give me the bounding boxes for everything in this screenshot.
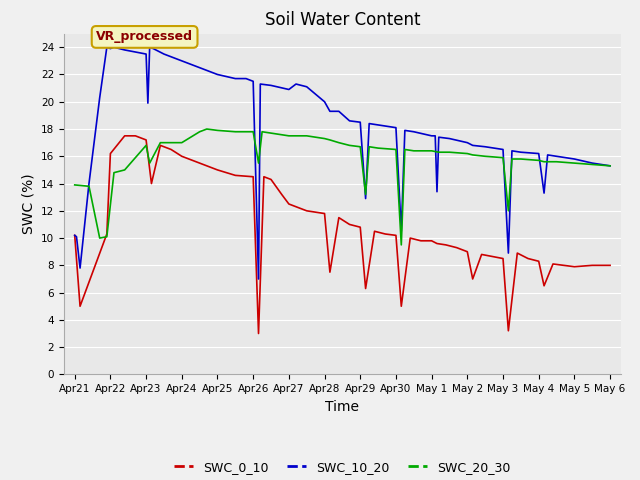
SWC_20_30 xyxy=(326,137,333,143)
SWC_20_30 xyxy=(463,151,471,156)
SWC_20_30 xyxy=(499,155,507,160)
X-axis label: Time: Time xyxy=(325,400,360,414)
SWC_20_30 xyxy=(374,145,382,151)
SWC_10_20 xyxy=(433,189,441,194)
SWC_10_20 xyxy=(435,134,443,140)
SWC_10_20 xyxy=(103,44,111,50)
SWC_20_30 xyxy=(508,156,516,162)
SWC_20_30 xyxy=(203,126,211,132)
SWC_0_10 xyxy=(255,331,262,336)
SWC_20_30 xyxy=(335,140,342,145)
SWC_10_20 xyxy=(255,276,262,282)
SWC_20_30 xyxy=(96,235,104,241)
SWC_20_30 xyxy=(570,160,578,166)
SWC_20_30 xyxy=(303,133,310,139)
SWC_10_20 xyxy=(71,232,79,238)
SWC_20_30 xyxy=(540,159,548,165)
SWC_20_30 xyxy=(167,140,175,145)
Legend: SWC_0_10, SWC_10_20, SWC_20_30: SWC_0_10, SWC_10_20, SWC_20_30 xyxy=(170,456,515,479)
SWC_20_30 xyxy=(428,148,435,154)
SWC_10_20 xyxy=(76,265,84,271)
SWC_20_30 xyxy=(71,182,79,188)
SWC_20_30 xyxy=(435,149,443,155)
SWC_20_30 xyxy=(481,154,489,159)
SWC_20_30 xyxy=(85,183,93,189)
SWC_20_30 xyxy=(445,149,453,155)
SWC_20_30 xyxy=(535,157,543,163)
SWC_20_30 xyxy=(321,136,328,142)
SWC_20_30 xyxy=(157,140,164,145)
SWC_0_10 xyxy=(267,177,275,182)
SWC_20_30 xyxy=(392,146,400,152)
SWC_10_20 xyxy=(85,180,93,186)
SWC_20_30 xyxy=(504,208,512,214)
SWC_20_30 xyxy=(588,162,596,168)
SWC_0_10 xyxy=(469,276,477,282)
SWC_20_30 xyxy=(410,148,418,154)
SWC_20_30 xyxy=(346,143,353,148)
SWC_20_30 xyxy=(365,144,373,150)
SWC_10_20 xyxy=(214,72,221,77)
Line: SWC_20_30: SWC_20_30 xyxy=(75,129,610,245)
SWC_20_30 xyxy=(267,130,275,136)
SWC_0_10 xyxy=(588,263,596,268)
SWC_20_30 xyxy=(250,129,257,134)
SWC_0_10 xyxy=(214,167,221,173)
SWC_10_20 xyxy=(321,99,328,105)
SWC_20_30 xyxy=(356,144,364,150)
SWC_20_30 xyxy=(178,140,186,145)
SWC_20_30 xyxy=(214,128,221,133)
SWC_20_30 xyxy=(553,159,561,165)
SWC_20_30 xyxy=(196,129,204,134)
SWC_20_30 xyxy=(285,133,292,139)
SWC_0_10 xyxy=(71,232,79,238)
SWC_0_10 xyxy=(442,242,450,248)
SWC_0_10 xyxy=(606,263,614,268)
SWC_20_30 xyxy=(255,160,262,166)
Line: SWC_10_20: SWC_10_20 xyxy=(75,47,610,279)
SWC_0_10 xyxy=(121,133,129,139)
SWC_20_30 xyxy=(259,129,266,134)
Title: Soil Water Content: Soil Water Content xyxy=(265,11,420,29)
SWC_20_30 xyxy=(121,167,129,173)
SWC_20_30 xyxy=(606,163,614,168)
SWC_20_30 xyxy=(517,156,525,162)
SWC_20_30 xyxy=(469,152,477,158)
Line: SWC_0_10: SWC_0_10 xyxy=(75,136,610,334)
Y-axis label: SWC (%): SWC (%) xyxy=(22,174,35,234)
SWC_20_30 xyxy=(142,143,150,148)
SWC_20_30 xyxy=(232,129,239,134)
SWC_0_10 xyxy=(278,192,285,197)
SWC_20_30 xyxy=(397,242,405,248)
SWC_20_30 xyxy=(362,192,369,197)
Text: VR_processed: VR_processed xyxy=(96,30,193,43)
SWC_20_30 xyxy=(146,160,154,166)
SWC_20_30 xyxy=(401,146,409,152)
SWC_10_20 xyxy=(606,163,614,168)
SWC_20_30 xyxy=(110,170,118,176)
SWC_20_30 xyxy=(103,234,111,240)
